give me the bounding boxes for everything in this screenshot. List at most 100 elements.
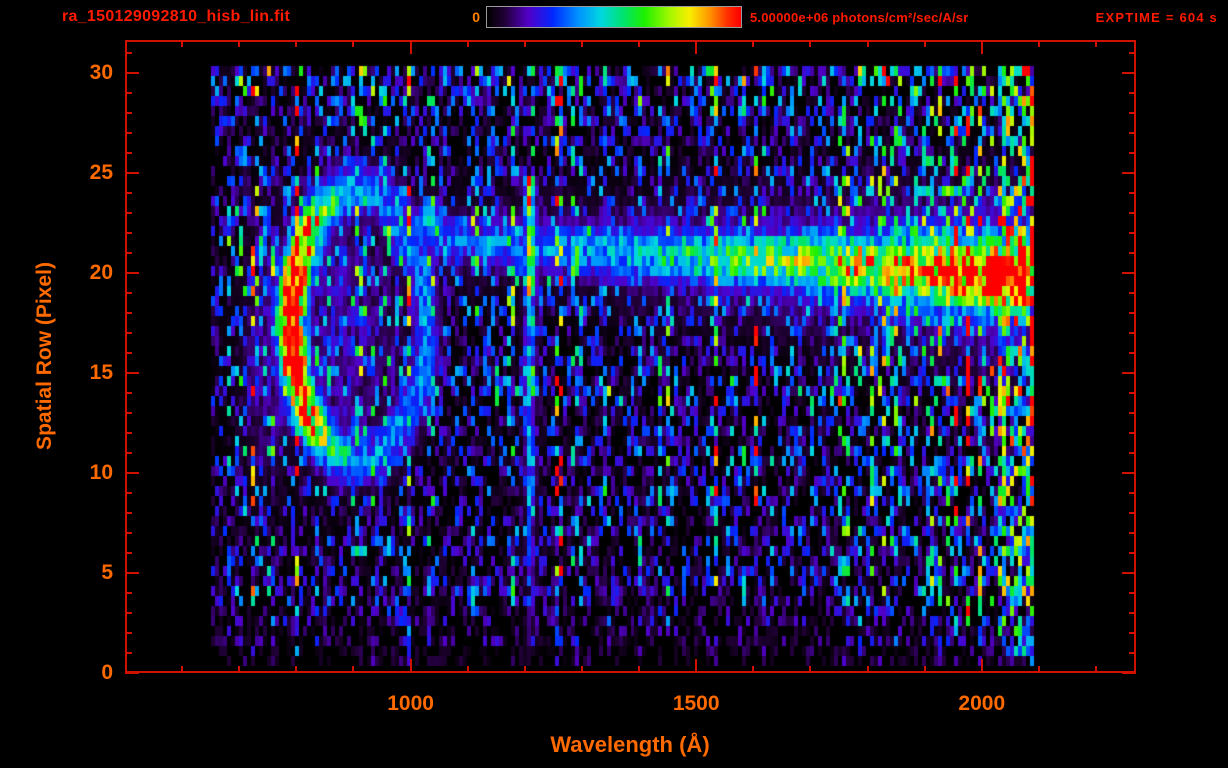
y-tick xyxy=(125,672,139,674)
y-tick xyxy=(1129,632,1136,634)
y-tick xyxy=(125,352,132,354)
x-tick xyxy=(1038,40,1040,47)
y-tick xyxy=(125,512,132,514)
y-tick-label: 25 xyxy=(89,161,113,184)
y-tick xyxy=(1122,172,1136,174)
x-tick xyxy=(981,40,983,54)
plot-region xyxy=(125,40,1136,674)
x-tick xyxy=(524,40,526,47)
y-tick xyxy=(125,272,139,274)
y-tick xyxy=(125,532,132,534)
y-tick xyxy=(125,492,132,494)
y-tick xyxy=(125,292,132,294)
y-tick xyxy=(1129,532,1136,534)
y-tick xyxy=(125,552,132,554)
y-tick xyxy=(1129,112,1136,114)
colorbar-gradient xyxy=(487,7,741,27)
y-tick xyxy=(1122,272,1136,274)
y-tick xyxy=(125,612,132,614)
y-tick-label: 10 xyxy=(89,461,113,484)
y-tick xyxy=(1122,72,1136,74)
y-tick xyxy=(1129,432,1136,434)
spectral-heatmap-canvas xyxy=(125,40,1136,673)
colorbar-max-label: 5.00000e+06 photons/cm²/sec/A/sr xyxy=(750,10,969,25)
y-tick xyxy=(1129,652,1136,654)
x-tick xyxy=(809,40,811,47)
y-tick xyxy=(125,472,139,474)
x-tick xyxy=(295,40,297,47)
y-tick xyxy=(125,52,132,54)
y-tick xyxy=(1129,252,1136,254)
y-tick xyxy=(1129,212,1136,214)
filename-label: ra_150129092810_hisb_lin.fit xyxy=(62,8,291,25)
y-tick xyxy=(125,392,132,394)
x-tick xyxy=(752,666,754,673)
y-tick-label: 0 xyxy=(101,661,113,684)
y-tick xyxy=(1122,472,1136,474)
x-tick xyxy=(410,659,412,673)
colorbar xyxy=(486,6,742,28)
y-tick xyxy=(1122,672,1136,674)
y-tick xyxy=(1122,572,1136,574)
y-tick-label: 20 xyxy=(89,261,113,284)
y-tick xyxy=(125,312,132,314)
exptime-label: EXPTIME = 604 s xyxy=(1095,10,1218,25)
x-tick xyxy=(524,666,526,673)
y-tick xyxy=(125,432,132,434)
y-tick xyxy=(125,192,132,194)
x-tick xyxy=(352,666,354,673)
x-tick-label: 1000 xyxy=(387,692,434,715)
y-tick xyxy=(1129,412,1136,414)
x-tick xyxy=(695,659,697,673)
x-tick xyxy=(638,666,640,673)
y-tick xyxy=(125,592,132,594)
y-tick xyxy=(125,172,139,174)
y-tick xyxy=(125,412,132,414)
x-tick xyxy=(467,666,469,673)
y-tick xyxy=(125,112,132,114)
y-tick xyxy=(125,452,132,454)
y-tick xyxy=(1129,512,1136,514)
y-tick xyxy=(1129,232,1136,234)
x-tick xyxy=(809,666,811,673)
x-tick xyxy=(752,40,754,47)
y-tick xyxy=(125,252,132,254)
x-tick xyxy=(1095,666,1097,673)
y-tick xyxy=(125,132,132,134)
y-tick-label: 15 xyxy=(89,361,113,384)
y-tick xyxy=(125,652,132,654)
y-tick xyxy=(1129,392,1136,394)
y-tick xyxy=(125,92,132,94)
x-tick xyxy=(924,40,926,47)
x-tick-label: 2000 xyxy=(958,692,1006,715)
y-tick xyxy=(1129,492,1136,494)
x-tick xyxy=(238,666,240,673)
y-tick xyxy=(125,632,132,634)
x-tick xyxy=(867,666,869,673)
y-tick xyxy=(1129,292,1136,294)
x-tick xyxy=(238,40,240,47)
x-tick xyxy=(181,666,183,673)
x-tick xyxy=(867,40,869,47)
x-tick xyxy=(924,666,926,673)
x-tick xyxy=(581,40,583,47)
x-tick xyxy=(410,40,412,54)
y-tick xyxy=(1129,552,1136,554)
x-tick xyxy=(695,40,697,54)
y-axis-title: Spatial Row (Pixel) xyxy=(33,262,56,450)
y-tick xyxy=(125,232,132,234)
y-tick xyxy=(125,152,132,154)
x-tick xyxy=(981,659,983,673)
x-tick xyxy=(352,40,354,47)
y-tick xyxy=(1129,132,1136,134)
y-tick xyxy=(125,572,139,574)
y-tick xyxy=(125,372,139,374)
y-tick xyxy=(1129,192,1136,194)
colorbar-min-label: 0 xyxy=(472,9,480,25)
y-tick xyxy=(1129,312,1136,314)
x-tick xyxy=(467,40,469,47)
y-tick xyxy=(1129,52,1136,54)
x-tick xyxy=(1038,666,1040,673)
x-tick-label: 1500 xyxy=(672,692,720,715)
